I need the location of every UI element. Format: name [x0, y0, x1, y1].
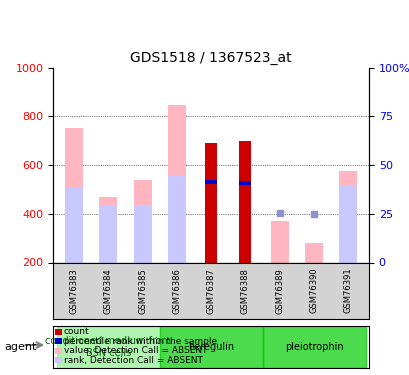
Bar: [339, 171, 357, 262]
Bar: [204, 180, 217, 184]
Text: percentile rank within the sample: percentile rank within the sample: [63, 337, 216, 346]
Bar: [239, 182, 251, 185]
Text: GSM76386: GSM76386: [172, 268, 181, 314]
Text: count: count: [63, 327, 89, 336]
Text: pleiotrophin: pleiotrophin: [284, 342, 343, 352]
Text: heregulin: heregulin: [188, 342, 234, 352]
Bar: [262, 326, 365, 368]
Text: GSM76385: GSM76385: [138, 268, 147, 314]
Bar: [65, 128, 83, 262]
Bar: [65, 187, 83, 262]
Bar: [99, 205, 117, 262]
Bar: [133, 205, 151, 262]
Bar: [167, 176, 185, 262]
Bar: [339, 184, 357, 262]
Text: GSM76391: GSM76391: [343, 268, 352, 314]
Text: GSM76389: GSM76389: [274, 268, 283, 314]
Bar: [99, 196, 117, 262]
Text: conditioned medium from
BSN cells: conditioned medium from BSN cells: [45, 336, 171, 358]
Bar: [270, 221, 288, 262]
Text: GSM76390: GSM76390: [309, 268, 318, 314]
Text: GSM76384: GSM76384: [103, 268, 112, 314]
Bar: [56, 326, 159, 368]
Text: rank, Detection Call = ABSENT: rank, Detection Call = ABSENT: [63, 356, 202, 364]
Bar: [304, 243, 322, 262]
Bar: [204, 143, 217, 262]
Text: value, Detection Call = ABSENT: value, Detection Call = ABSENT: [63, 346, 207, 355]
Bar: [239, 141, 251, 262]
Bar: [167, 105, 185, 262]
Text: GSM76383: GSM76383: [69, 268, 78, 314]
Bar: [133, 180, 151, 262]
Title: GDS1518 / 1367523_at: GDS1518 / 1367523_at: [130, 51, 291, 65]
Text: agent: agent: [4, 342, 36, 352]
Text: GSM76387: GSM76387: [206, 268, 215, 314]
Text: GSM76388: GSM76388: [240, 268, 249, 314]
Bar: [159, 326, 262, 368]
